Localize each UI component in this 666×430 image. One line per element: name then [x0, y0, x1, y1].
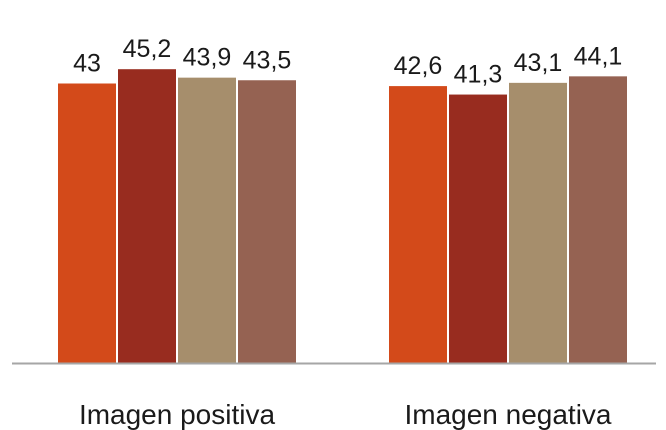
bar-1-1 — [449, 94, 507, 364]
bar-0-3 — [238, 80, 296, 363]
bar-1-2 — [509, 82, 567, 363]
bars-layer — [58, 69, 627, 364]
bar-1-3 — [569, 76, 627, 363]
data-label-1-1: 41,3 — [454, 61, 503, 89]
data-label-1-3: 44,1 — [574, 42, 623, 70]
category-label-0: Imagen positiva — [79, 399, 276, 430]
bar-0-1 — [118, 69, 176, 363]
data-label-1-0: 42,6 — [394, 52, 443, 80]
data-labels-layer: 43 45,2 43,9 43,5 42,6 41,3 43,1 44,1 — [73, 35, 622, 88]
category-labels-layer: Imagen positiva Imagen negativa — [79, 399, 612, 430]
bar-0-0 — [58, 83, 116, 363]
data-label-0-3: 43,5 — [243, 46, 292, 74]
data-label-0-1: 45,2 — [123, 35, 172, 63]
bar-0-2 — [178, 77, 236, 364]
bar-1-0 — [389, 86, 447, 363]
data-label-1-2: 43,1 — [514, 49, 563, 77]
category-label-1: Imagen negativa — [404, 399, 611, 430]
data-label-0-2: 43,9 — [183, 44, 232, 72]
data-label-0-0: 43 — [73, 50, 101, 78]
